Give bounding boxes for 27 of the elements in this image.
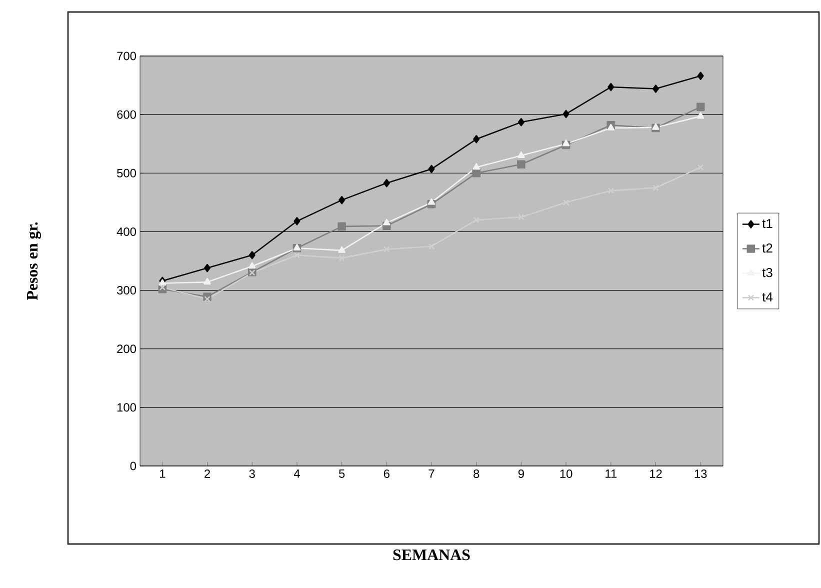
- x-tick-label: 9: [518, 470, 524, 478]
- x-tick-label: 5: [338, 470, 345, 478]
- y-tick-label: 500: [117, 168, 136, 178]
- x-tick-label: 2: [204, 470, 210, 478]
- y-tick-label: 300: [116, 286, 136, 294]
- legend-label: t4: [762, 292, 773, 302]
- x-tick-label: 4: [294, 470, 300, 478]
- x-tick-label: 12: [650, 470, 662, 478]
- x-tick-label: 11: [606, 470, 617, 478]
- y-axis-title: Pesos en gr.: [27, 222, 41, 300]
- x-tick-label: 13: [694, 470, 707, 478]
- y-tick-label: 400: [116, 227, 136, 236]
- y-tick-label: 0: [130, 462, 136, 470]
- legend-label: t2: [762, 243, 772, 253]
- x-tick-label: 10: [560, 470, 572, 478]
- x-tick-label: 6: [384, 470, 390, 478]
- y-tick-label: 100: [117, 403, 136, 412]
- x-axis-title: SEMANAS: [393, 550, 470, 560]
- legend-label: t1: [762, 219, 772, 228]
- x-tick-label: 1: [160, 470, 166, 478]
- y-tick-label: 700: [117, 52, 136, 60]
- y-tick-label: 200: [117, 344, 136, 354]
- x-tick-label: 8: [474, 470, 480, 478]
- x-tick-label: 3: [249, 470, 255, 478]
- x-tick-label: 7: [428, 470, 434, 478]
- legend-label: t3: [762, 268, 772, 278]
- y-tick-label: 600: [117, 110, 136, 119]
